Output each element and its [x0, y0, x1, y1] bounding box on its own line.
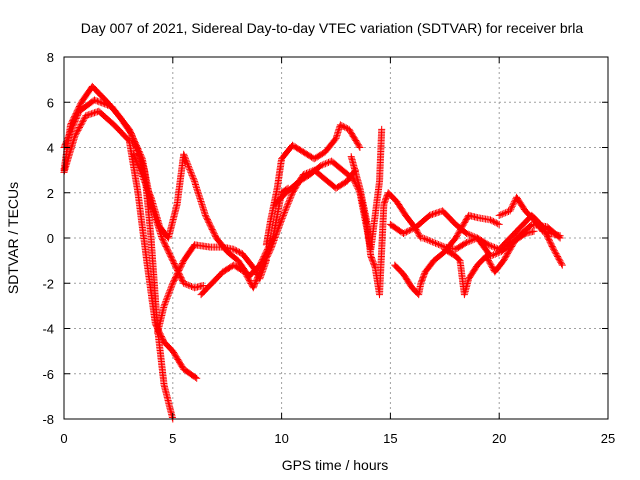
- y-tick-label: 4: [47, 141, 54, 156]
- y-tick-label: 6: [47, 95, 54, 110]
- axis-ticks: [63, 56, 609, 420]
- data-series-layer: [60, 82, 566, 423]
- y-tick-label: -6: [42, 367, 54, 382]
- y-axis-label: SDTVAR / TECUs: [5, 182, 21, 294]
- series-markers: [347, 153, 425, 299]
- x-tick-label: 20: [492, 431, 506, 446]
- x-axis-label: GPS time / hours: [282, 457, 389, 473]
- y-tick-label: -2: [42, 276, 54, 291]
- data-series: [495, 193, 564, 240]
- x-tick-label: 25: [601, 431, 615, 446]
- tick-labels: 0 5 10 15 20 25 -8 -6 -4 -2 0 2 4 6 8: [42, 50, 615, 446]
- x-tick-label: 0: [60, 431, 67, 446]
- x-tick-label: 10: [274, 431, 288, 446]
- x-tick-label: 15: [383, 431, 397, 446]
- x-tick-label: 5: [169, 431, 176, 446]
- y-tick-label: 2: [47, 186, 54, 201]
- y-tick-label: -8: [42, 412, 54, 427]
- y-tick-label: -4: [42, 322, 54, 337]
- chart-title: Day 007 of 2021, Sidereal Day-to-day VTE…: [81, 20, 584, 36]
- y-tick-label: 0: [47, 231, 54, 246]
- y-tick-label: 8: [47, 50, 54, 65]
- series-markers: [495, 193, 564, 240]
- data-series: [347, 153, 425, 299]
